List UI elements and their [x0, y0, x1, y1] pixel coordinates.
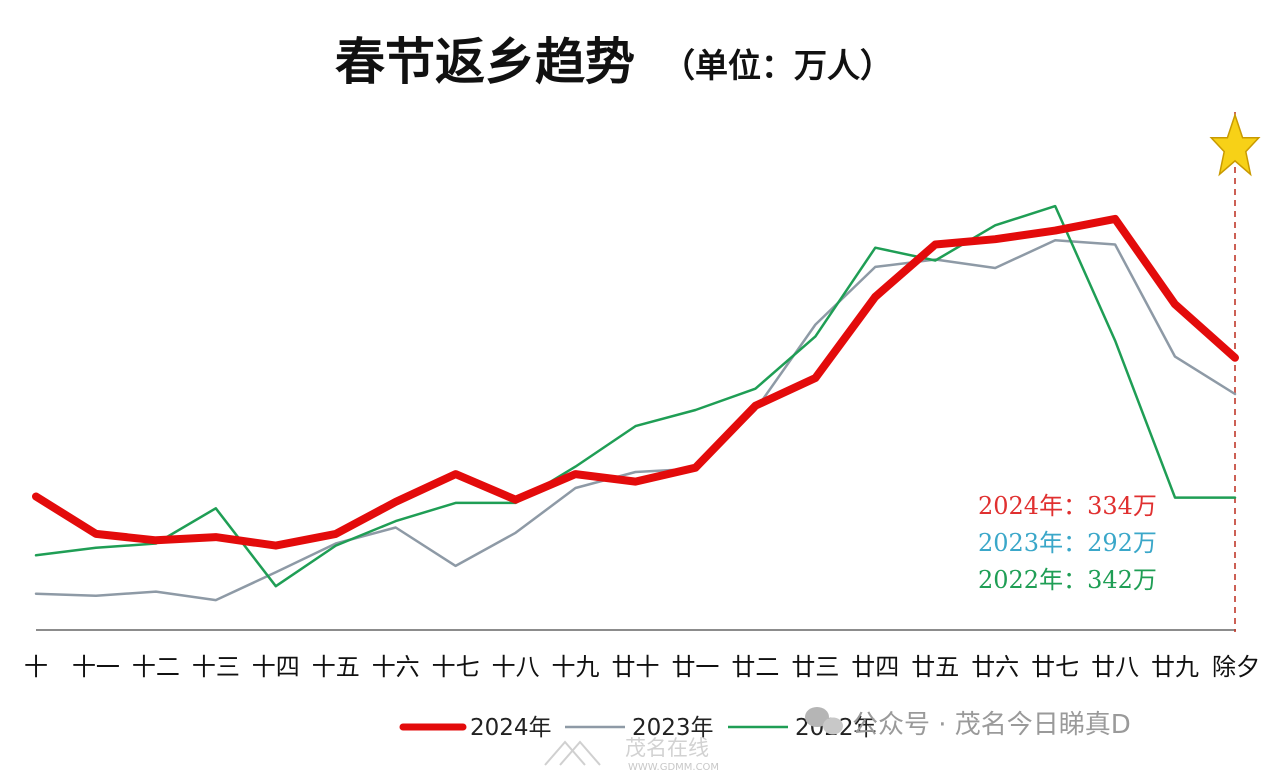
annotation-2024: 2024年：334万 — [978, 492, 1157, 520]
x-tick-label: 十 — [24, 653, 48, 681]
site-logo-icon — [544, 740, 601, 766]
series-line-2022 — [34, 204, 1237, 588]
x-tick-label: 廿七 — [1031, 653, 1079, 681]
x-tick-label: 十五 — [312, 653, 360, 681]
watermark-site: 茂名在线 — [625, 736, 709, 760]
x-tick-label: 十六 — [372, 653, 420, 681]
watermark-site-url: WWW.GDMM.COM — [628, 762, 719, 773]
x-tick-label: 廿一 — [671, 653, 719, 681]
annotation-2022: 2022年：342万 — [978, 566, 1157, 594]
x-tick-label: 廿九 — [1151, 653, 1199, 681]
x-tick-label: 廿十 — [612, 653, 660, 681]
watermark: 公众号 · 茂名今日睇真D 茂名在线 WWW.GDMM.COM — [544, 707, 1131, 773]
legend-label-2024: 2024年 — [470, 715, 552, 741]
x-tick-labels: 十十一 十二 十三 十四 十五 十六 十七 十八 十九 廿十 廿一 廿二 廿三 廿四 廿五 廿六 廿七 廿八 廿九除… — [24, 653, 1260, 681]
x-tick-label: 除夕 — [1212, 653, 1260, 681]
x-tick-label: 廿六 — [971, 653, 1019, 681]
chart-title: 春节返乡趋势 — [335, 32, 635, 91]
x-tick-label: 廿二 — [731, 653, 779, 681]
x-tick-label: 廿三 — [791, 653, 839, 681]
x-tick-label: 廿四 — [851, 653, 899, 681]
x-tick-label: 廿八 — [1091, 653, 1139, 681]
chart-subtitle: （单位：万人） — [662, 46, 893, 85]
series-line-2024 — [32, 214, 1239, 550]
legend-label-2023: 2023年 — [632, 715, 714, 741]
x-tick-label: 十九 — [552, 653, 600, 681]
x-tick-label: 十一 — [72, 653, 120, 681]
x-tick-label: 十八 — [492, 653, 540, 681]
wechat-icon — [805, 707, 843, 735]
series-line-2023 — [34, 239, 1237, 602]
watermark-account: 公众号 · 茂名今日睇真D — [852, 710, 1131, 740]
star-marker — [1209, 112, 1261, 177]
x-tick-label: 廿五 — [911, 653, 959, 681]
series-layer — [32, 204, 1239, 602]
x-tick-label: 十三 — [192, 653, 240, 681]
annotation-2023: 2023年：292万 — [978, 529, 1157, 557]
x-tick-label: 十四 — [252, 653, 300, 681]
x-tick-label: 十七 — [432, 653, 480, 681]
x-tick-label: 十二 — [132, 653, 180, 681]
